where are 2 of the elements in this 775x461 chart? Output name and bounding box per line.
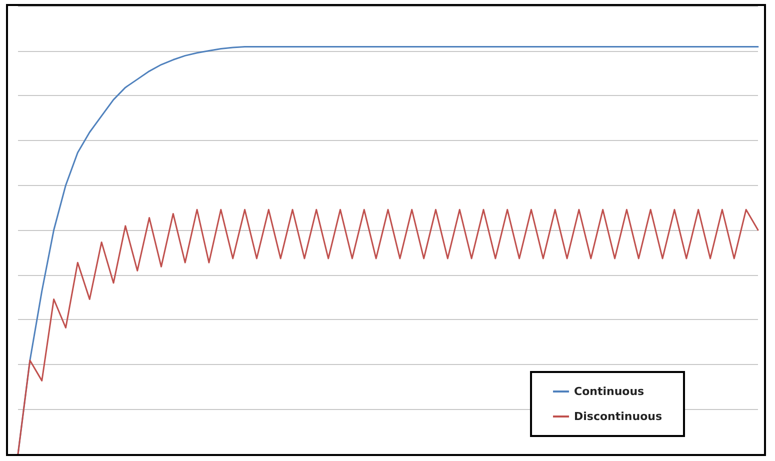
legend-label: Continuous [574,385,645,398]
legend-label: Discontinuous [574,410,662,423]
